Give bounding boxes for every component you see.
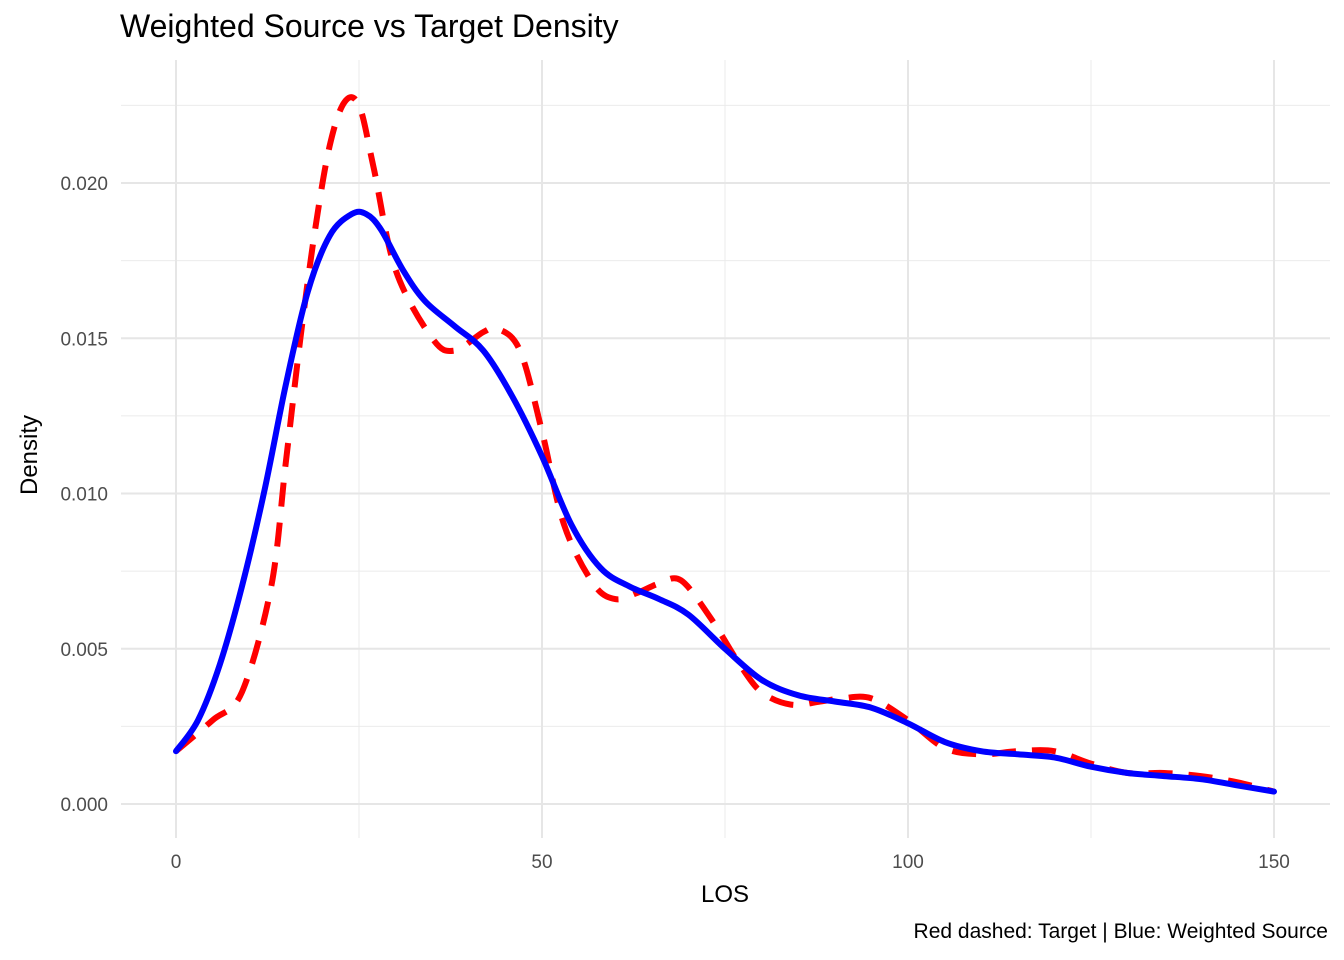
y-axis-ticks: 0.000 0.005 0.010 0.015 0.020: [60, 174, 108, 816]
minor-gridlines: [121, 60, 1330, 838]
x-tick-label: 150: [1258, 852, 1290, 873]
x-tick-label: 50: [531, 852, 552, 873]
y-tick-label: 0.010: [60, 485, 108, 506]
y-tick-label: 0.005: [60, 640, 108, 661]
y-tick-label: 0.000: [60, 795, 108, 816]
weighted-source-density-line: [173, 208, 1277, 795]
y-tick-label: 0.020: [60, 174, 108, 195]
chart-title: Weighted Source vs Target Density: [120, 8, 619, 44]
series-layer: [173, 94, 1277, 795]
x-tick-label: 0: [171, 852, 182, 873]
x-axis-title: LOS: [701, 881, 749, 908]
x-axis-ticks: 0 50 100 150: [171, 852, 1290, 873]
chart-caption: Red dashed: Target | Blue: Weighted Sour…: [913, 920, 1328, 943]
y-axis-title: Density: [16, 415, 43, 495]
y-tick-label: 0.015: [60, 329, 108, 350]
x-tick-label: 100: [892, 852, 924, 873]
